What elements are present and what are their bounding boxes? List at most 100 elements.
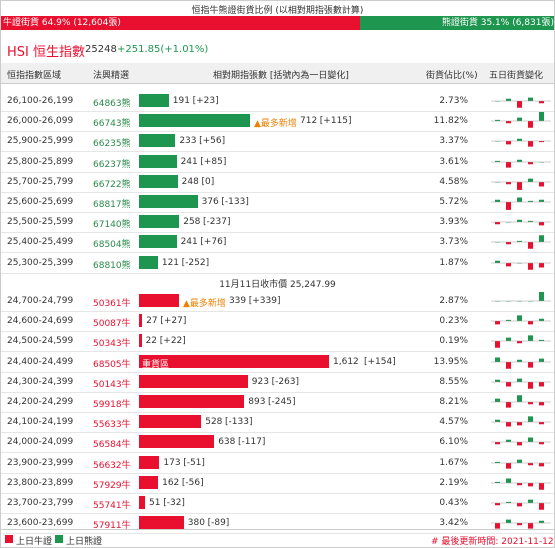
bar [139,374,248,388]
spark-bar [506,161,511,168]
spark-bar [495,357,500,362]
bar [139,294,179,307]
range: 24,200-24,299 [7,397,74,407]
spark-bar [528,381,533,389]
change: [-263] [271,376,300,387]
spark-bar [528,242,533,250]
spark-bar [495,481,500,483]
table-row: 25,400-25,499 68504熊 241 [+76] 3.73% [1,232,554,254]
spark-bar [495,379,500,382]
share: 4.58% [439,176,468,187]
change: [-56] [181,477,204,488]
spark-bar [517,395,522,402]
spark-bar [506,141,511,145]
pick: 66722熊 [93,179,131,190]
table-row: 26,000-26,099 66743熊 ▲最多新增 712 [+115] 11.82% [1,111,554,133]
range: 24,400-24,499 [7,356,74,367]
sparkline [491,357,551,369]
spark-bar [539,141,544,143]
note: ▲最多新增 [182,299,226,309]
range: 24,100-24,199 [7,417,74,428]
table-row: 25,300-25,399 68810熊 121 [-252] 1.87% [1,253,554,274]
index-change: +251.85(+1.01%) [117,44,209,55]
spark-bar [517,219,522,223]
change: [+76] [200,237,227,248]
sparkline [491,178,551,190]
spark-bar [528,200,533,202]
share: 2.87% [439,296,468,306]
count: 1,612 [333,356,359,367]
pick: 57929牛 [93,480,131,491]
count: 638 [218,437,236,448]
spark-bar [528,402,533,405]
count: 248 [181,176,199,187]
share: 3.37% [439,136,468,147]
table-row: 24,700-24,799 50361牛 ▲最多新增 339 [+339] 2.87% [1,291,554,312]
spark-bar [528,335,533,342]
table-row: 25,700-25,799 66722熊 248 [0] 4.58% [1,172,554,193]
change: [+85] [200,156,227,167]
bull-share-label: 牛證街貨 64.9% (12,604張) [3,18,121,28]
bar-tag: 重貨區 [142,359,170,370]
spark-bar [539,292,544,301]
pick: 67140熊 [93,220,131,231]
table-row: 24,500-24,599 50343牛 22 [+22] 0.19% [1,331,554,353]
bar [139,415,202,429]
bar [139,215,180,229]
footer: 上日牛證 上日熊證 # 最後更新時間: 2021-11-12 08: [1,529,554,547]
sparkline [491,437,551,446]
count: 528 [205,417,223,428]
range: 25,900-25,999 [7,136,74,147]
sparkline [491,395,551,408]
count: 162 [162,477,180,488]
spark-bar [528,416,533,423]
sparkline [491,197,551,210]
table-row: 23,900-23,999 56632牛 173 [-51] 1.67% [1,453,554,474]
range: 23,900-23,999 [7,457,74,468]
change: [-117] [237,437,266,448]
spark-bar [506,202,511,210]
spark-bar [528,482,533,487]
spark-bar [495,503,500,506]
pick: 55741牛 [93,501,131,511]
spark-bar [517,341,522,344]
spark-bar [539,422,544,425]
spark-bar [528,523,533,529]
spark-bar [528,499,533,503]
range: 24,000-24,099 [7,437,74,448]
sparkline [491,416,551,427]
change: [-237] [203,217,231,228]
pick: 56632牛 [93,460,131,471]
bar [139,435,215,449]
spark-bar [517,482,522,486]
pick: 55633牛 [93,420,131,431]
spark-bar [528,178,533,182]
range: 24,700-24,799 [7,296,74,306]
header-cell: 恒指指數區域 [7,71,62,81]
count: 712 [300,116,318,127]
spark-bar [517,139,522,142]
pick: 57911牛 [93,521,131,532]
bar [139,114,250,128]
change: [+23] [192,96,219,106]
share: 5.72% [439,197,468,207]
table-row: 25,900-25,999 66235熊 233 [+56] 3.37% [1,131,554,153]
table-row: 25,800-25,899 66237熊 241 [+85] 3.61% [1,152,554,173]
spark-bar [495,321,500,325]
range: 25,300-25,399 [7,257,74,268]
table-row: 25,600-25,699 68817熊 376 [-133] 5.72% [1,192,554,213]
sparkline [491,112,551,128]
legend-swatch [55,535,63,543]
spark-bar [539,482,544,490]
spark-bar [495,419,500,423]
share: 0.23% [439,316,468,327]
pick: 66235熊 [93,139,131,150]
spark-bar [539,199,544,202]
spark-bar [528,121,533,128]
range: 25,700-25,799 [7,176,74,187]
count: 51 [149,498,161,508]
range: 23,600-23,699 [7,518,74,529]
spark-bar [539,262,544,268]
spark-bar [506,462,511,469]
pick: 68817熊 [93,200,131,210]
